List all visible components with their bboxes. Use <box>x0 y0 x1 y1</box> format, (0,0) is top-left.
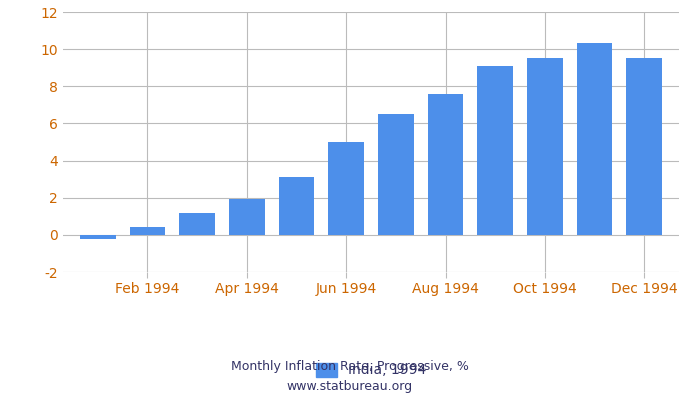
Bar <box>80 235 116 238</box>
Bar <box>577 43 612 235</box>
Bar <box>328 142 364 235</box>
Bar <box>477 66 513 235</box>
Bar <box>378 114 414 235</box>
Bar <box>179 212 215 235</box>
Bar <box>527 58 563 235</box>
Bar <box>279 177 314 235</box>
Bar <box>229 199 265 235</box>
Text: www.statbureau.org: www.statbureau.org <box>287 380 413 393</box>
Text: Monthly Inflation Rate, Progressive, %: Monthly Inflation Rate, Progressive, % <box>231 360 469 373</box>
Bar <box>428 94 463 235</box>
Bar <box>626 58 662 235</box>
Bar <box>130 228 165 235</box>
Legend: India, 1994: India, 1994 <box>310 357 432 383</box>
